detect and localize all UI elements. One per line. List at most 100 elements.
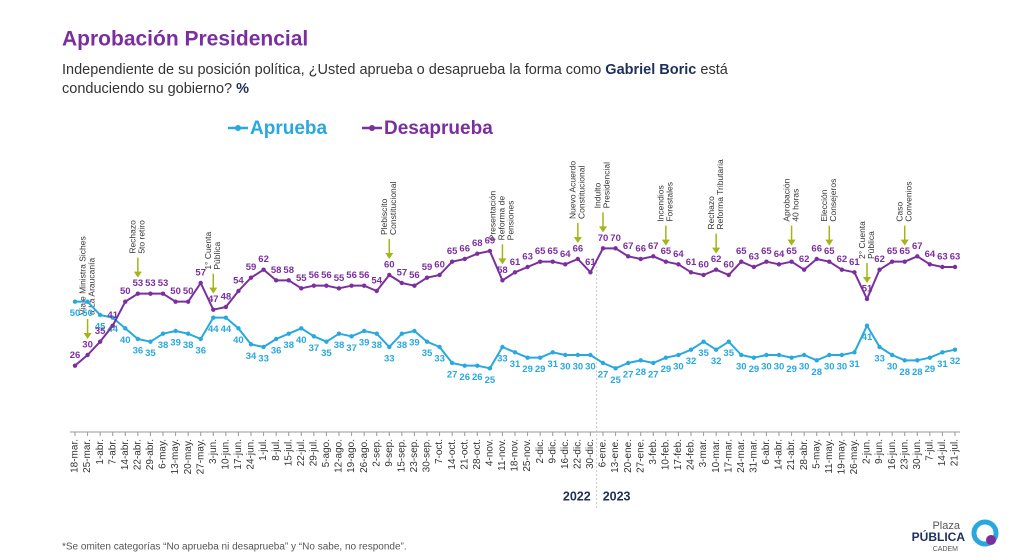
x-tick-label: 14-jul.: [937, 439, 948, 466]
data-label: 32: [686, 356, 697, 367]
data-label: 30: [736, 362, 747, 373]
data-label: 30: [82, 340, 93, 351]
annotation-text: Aprobación: [781, 178, 791, 221]
x-tick-label: 13-ene.: [610, 439, 621, 473]
logo-text: Plaza: [932, 520, 960, 532]
footnote: *Se omiten categorías “No aprueba ni des…: [62, 542, 407, 553]
data-label: 60: [434, 260, 445, 271]
data-label: 47: [208, 294, 219, 305]
data-label: 55: [296, 273, 307, 284]
data-label: 56: [346, 270, 357, 281]
data-label: 53: [145, 278, 156, 289]
legend-dot: [235, 125, 241, 131]
data-label: 36: [133, 346, 144, 357]
data-label: 56: [409, 270, 420, 281]
data-point: [563, 262, 568, 267]
x-tick-label: 17-feb.: [673, 439, 684, 470]
x-tick-label: 6-may.: [158, 439, 169, 469]
data-label: 38: [334, 340, 345, 351]
data-label: 67: [623, 241, 634, 252]
data-point: [814, 256, 819, 262]
data-label: 35: [422, 348, 433, 359]
x-tick-label: 17-jun.: [233, 439, 244, 470]
legend-dot: [369, 125, 375, 131]
annotation-text: Pública: [212, 242, 222, 270]
data-label: 62: [258, 254, 269, 265]
data-label: 50: [170, 286, 181, 297]
data-point: [550, 350, 555, 355]
data-point: [236, 326, 241, 331]
subtitle-line: conduciendo su gobierno? %: [62, 81, 249, 97]
data-point: [437, 344, 442, 350]
data-point: [223, 304, 229, 310]
data-label: 33: [384, 354, 395, 365]
data-point: [185, 299, 191, 304]
x-tick-label: 7-abr.: [107, 439, 118, 465]
data-label: 66: [573, 244, 584, 255]
annotation-text: 2° Cuenta: [857, 221, 867, 259]
data-point: [160, 291, 166, 296]
annotation-arrowhead: [863, 277, 871, 283]
data-point: [424, 339, 430, 344]
data-label: 30: [799, 362, 810, 373]
x-tick-label: 1-abr.: [95, 439, 106, 465]
data-label: 28: [899, 367, 910, 378]
data-point: [512, 350, 518, 355]
data-point: [399, 280, 405, 286]
x-tick-label: 22-abr.: [132, 439, 143, 470]
data-label: 31: [849, 359, 860, 370]
data-label: 28: [912, 367, 923, 378]
data-point: [336, 331, 342, 336]
annotation-text: Consejeros: [828, 179, 838, 222]
data-label: 32: [950, 356, 961, 367]
annotation-text: Elección: [819, 189, 829, 221]
data-label: 66: [635, 244, 646, 255]
data-point: [424, 275, 430, 280]
data-label: 65: [887, 246, 898, 257]
data-point: [198, 336, 203, 342]
data-label: 65: [535, 246, 546, 257]
data-point: [286, 331, 291, 336]
x-tick-label: 9-jun.: [874, 439, 885, 464]
data-point: [261, 267, 266, 272]
data-label: 54: [371, 276, 382, 287]
data-point: [97, 312, 103, 318]
annotation-arrowhead: [573, 237, 582, 243]
data-label: 27: [648, 370, 659, 381]
data-label: 64: [925, 249, 936, 260]
data-point: [663, 259, 669, 264]
data-point: [563, 352, 568, 358]
data-label: 48: [221, 292, 232, 303]
annotation-arrowhead: [385, 253, 394, 259]
data-label: 26: [70, 350, 81, 361]
data-point: [651, 254, 656, 259]
data-label: 31: [510, 359, 521, 370]
data-point: [864, 323, 870, 328]
data-point: [324, 339, 329, 344]
data-point: [789, 259, 794, 264]
data-point: [361, 328, 367, 334]
legend: Aprueba Desaprueba: [228, 118, 493, 139]
data-label: 39: [170, 338, 181, 349]
x-tick-label: 10-feb.: [660, 439, 671, 470]
data-point: [537, 259, 543, 264]
data-point: [361, 283, 367, 288]
data-label: 56: [309, 270, 320, 281]
data-point: [889, 352, 895, 358]
data-point: [185, 331, 191, 336]
data-label: 31: [547, 359, 558, 370]
data-label: 44: [208, 324, 219, 335]
data-point: [726, 339, 731, 344]
data-label: 27: [623, 370, 634, 381]
x-tick-label: 3-jun.: [208, 439, 219, 464]
annotation-text: Forestales: [665, 182, 675, 222]
data-point: [286, 278, 291, 283]
x-tick-label: 14-oct.: [447, 439, 458, 470]
data-point: [814, 358, 819, 363]
data-point: [676, 262, 681, 267]
data-label: 35: [145, 348, 156, 359]
data-point: [751, 264, 757, 270]
data-point: [72, 363, 78, 368]
x-tick-label: 30-dic.: [585, 439, 596, 469]
data-label: 59: [422, 262, 433, 273]
